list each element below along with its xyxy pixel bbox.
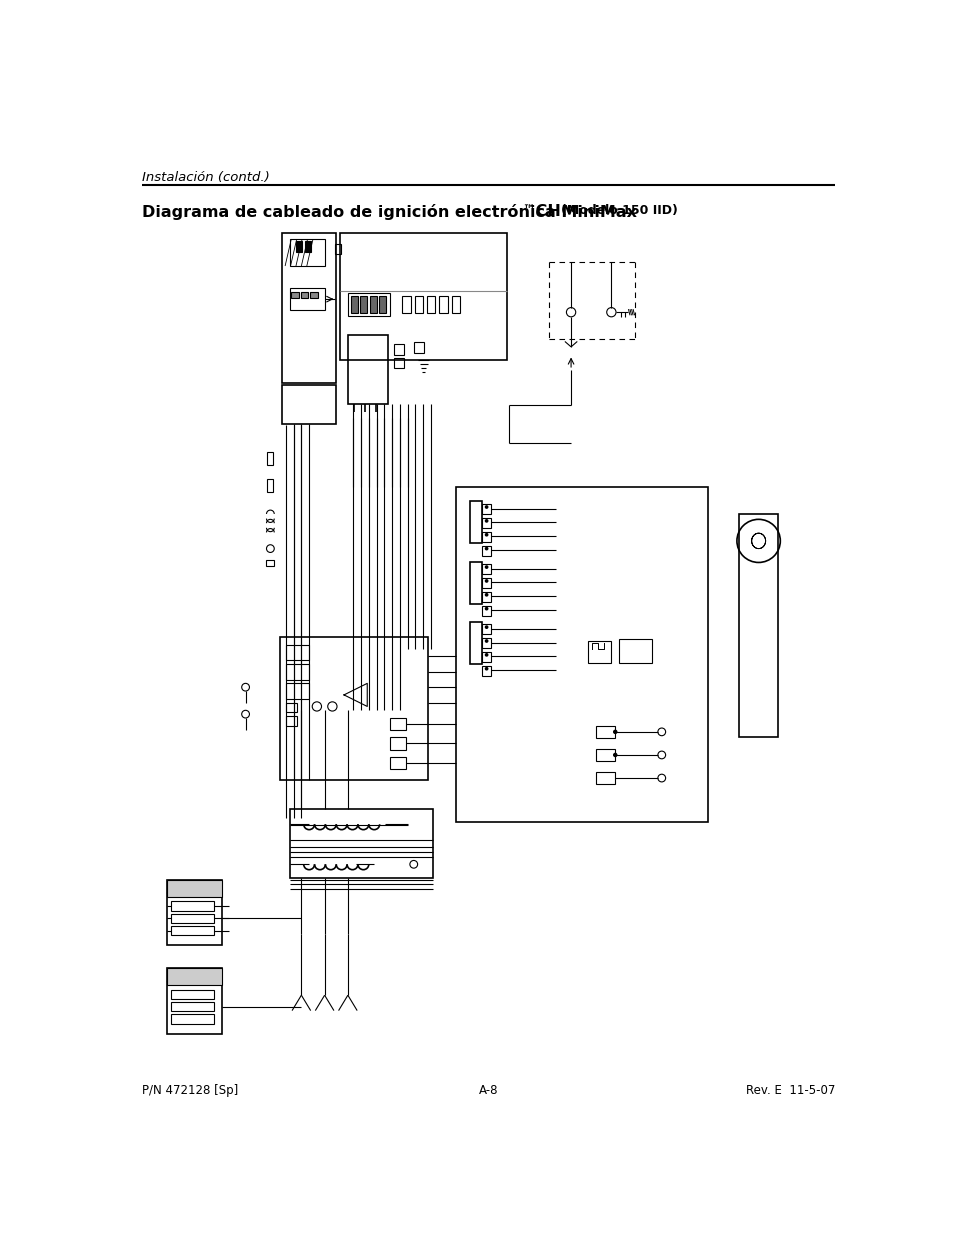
Bar — [291, 293, 298, 299]
Bar — [414, 342, 423, 353]
Bar — [171, 989, 213, 999]
Circle shape — [485, 594, 487, 597]
Bar — [171, 1002, 213, 1011]
Bar — [452, 296, 459, 312]
Bar — [369, 296, 376, 312]
Bar — [167, 968, 221, 986]
Bar — [739, 514, 778, 737]
Circle shape — [485, 653, 487, 656]
Text: Rev. E  11-5-07: Rev. E 11-5-07 — [745, 1084, 835, 1097]
Bar — [282, 233, 335, 383]
Bar — [286, 703, 297, 711]
Bar — [340, 233, 506, 359]
Bar — [286, 716, 297, 726]
Bar — [171, 926, 213, 935]
Bar — [282, 385, 335, 424]
Bar — [267, 479, 274, 492]
Bar — [286, 683, 309, 699]
Bar — [348, 293, 390, 316]
Bar — [481, 504, 491, 514]
Bar — [481, 605, 491, 615]
Bar — [481, 592, 491, 601]
Circle shape — [485, 566, 487, 568]
Bar — [481, 564, 491, 574]
Circle shape — [485, 506, 487, 508]
Circle shape — [485, 520, 487, 522]
Bar — [286, 664, 309, 679]
Circle shape — [613, 730, 617, 734]
Bar — [415, 296, 422, 312]
Text: P/N 472128 [Sp]: P/N 472128 [Sp] — [142, 1084, 238, 1097]
Bar — [596, 772, 615, 784]
Bar — [171, 1014, 213, 1024]
Bar — [290, 288, 324, 310]
Text: Instalación (contd.): Instalación (contd.) — [142, 172, 270, 184]
Bar — [470, 501, 481, 543]
Bar — [335, 243, 340, 254]
Bar — [456, 487, 707, 823]
Bar — [171, 902, 213, 910]
Bar — [280, 637, 427, 779]
Bar — [481, 624, 491, 634]
Bar — [171, 914, 213, 923]
Bar — [470, 621, 481, 664]
Bar — [481, 546, 491, 556]
Bar — [300, 293, 308, 299]
Bar — [596, 748, 615, 761]
Circle shape — [485, 668, 487, 669]
Bar — [378, 296, 385, 312]
Circle shape — [485, 640, 487, 642]
Bar — [167, 968, 221, 1034]
Bar — [394, 358, 404, 368]
Circle shape — [485, 579, 487, 582]
Bar — [390, 718, 406, 730]
Bar — [390, 757, 406, 769]
Bar — [481, 652, 491, 662]
Bar — [167, 879, 221, 897]
Bar — [481, 666, 491, 676]
Bar — [290, 240, 324, 266]
Bar — [266, 561, 274, 567]
Bar — [310, 293, 317, 299]
Bar — [427, 296, 435, 312]
Bar — [360, 296, 367, 312]
Circle shape — [485, 547, 487, 550]
Bar — [267, 452, 274, 464]
Bar — [481, 531, 491, 542]
Circle shape — [613, 753, 617, 757]
Bar — [587, 641, 611, 662]
Bar — [402, 296, 410, 312]
Bar — [290, 809, 433, 878]
Circle shape — [485, 534, 487, 536]
Bar — [596, 726, 615, 739]
Bar — [348, 335, 388, 404]
Bar — [390, 737, 406, 750]
Bar — [481, 578, 491, 588]
Text: (Modelo 150 IID): (Modelo 150 IID) — [560, 204, 678, 216]
Bar — [439, 296, 447, 312]
Bar — [305, 241, 311, 252]
Bar — [481, 638, 491, 648]
Bar — [286, 645, 309, 661]
Bar — [351, 296, 357, 312]
Bar — [295, 241, 302, 252]
Circle shape — [485, 608, 487, 610]
Bar — [481, 517, 491, 527]
Bar — [167, 879, 221, 945]
Bar — [470, 562, 481, 604]
Circle shape — [485, 626, 487, 629]
Text: CH: CH — [530, 204, 566, 219]
Text: A-8: A-8 — [478, 1084, 498, 1097]
Bar — [394, 343, 404, 354]
Bar — [618, 640, 651, 662]
Text: Diagrama de cableado de ignición electrónica MiniMax: Diagrama de cableado de ignición electró… — [142, 204, 637, 220]
Text: ™: ™ — [521, 204, 535, 216]
